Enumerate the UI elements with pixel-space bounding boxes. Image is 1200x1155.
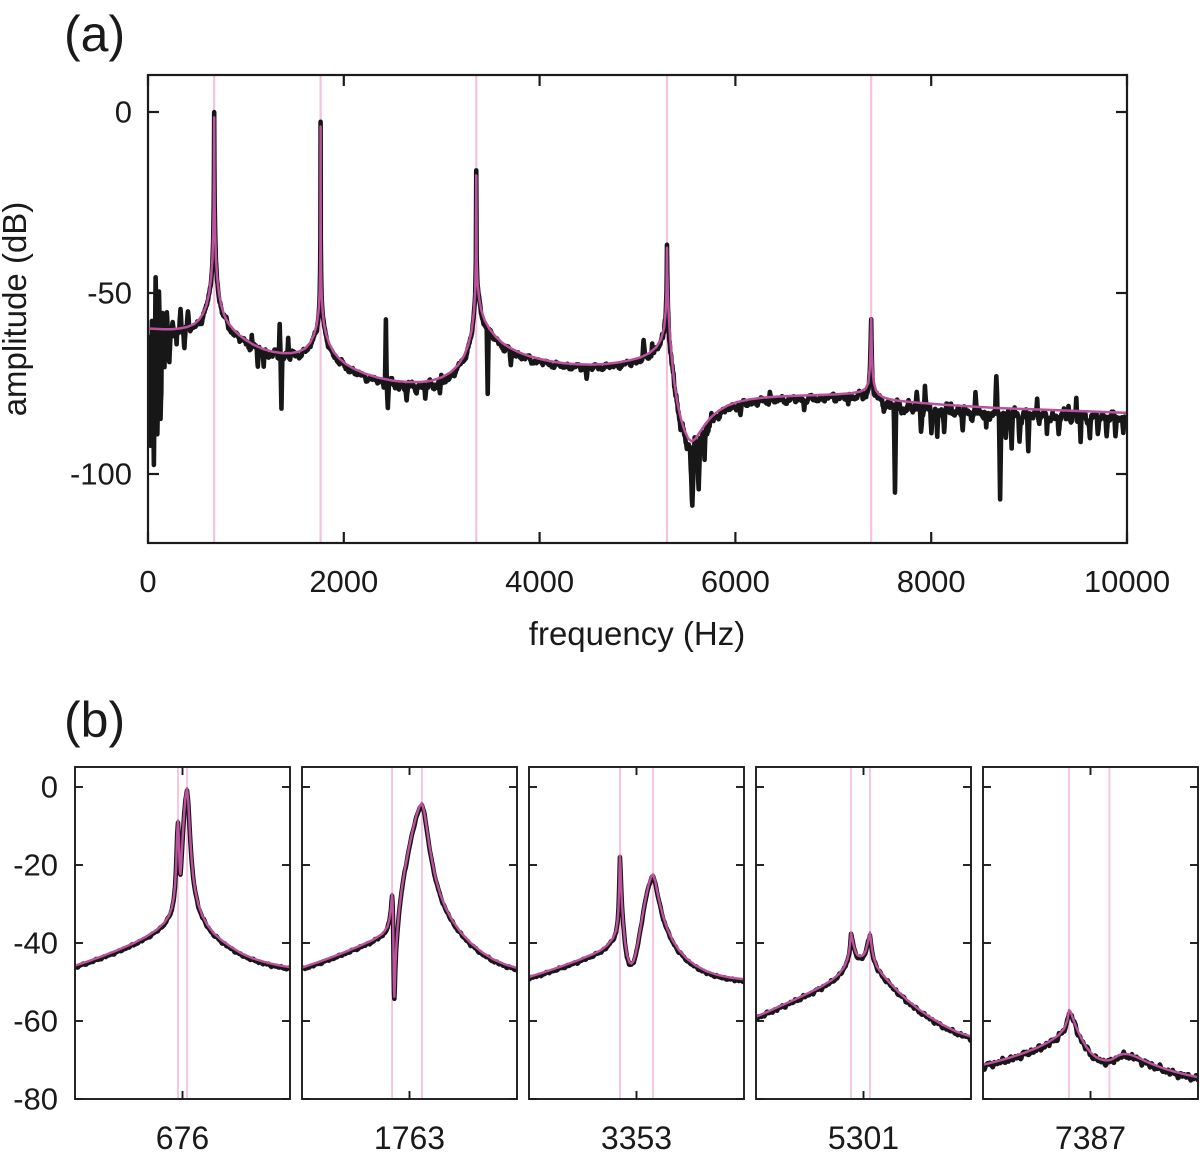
x-tick-label: 2000 — [309, 564, 378, 599]
measured-curve — [302, 802, 517, 1002]
plot-frame — [528, 766, 745, 1100]
subplot-x-label: 5301 — [828, 1120, 899, 1155]
panel-b-subplots: 0 -20 -40 -60 -80 676 1763 3353 5301 7387 — [13, 766, 1199, 1155]
y-tick-label: -60 — [13, 1004, 58, 1039]
measured-curve — [756, 931, 971, 1043]
x-tick-label: 4000 — [505, 564, 574, 599]
fit-curve — [529, 854, 744, 981]
panel-a: (a) amplitude (dB) frequency (Hz) 0 2000 4… — [0, 6, 1170, 652]
panel-a-x-axis-title: frequency (Hz) — [529, 615, 745, 652]
y-tick-label: -40 — [13, 926, 58, 961]
subplot-x-label: 7387 — [1055, 1120, 1126, 1155]
x-tick-label: 10000 — [1084, 564, 1170, 599]
panel-a-y-axis-title: amplitude (dB) — [0, 202, 33, 417]
y-tick-label: -80 — [13, 1082, 58, 1117]
measured-curve — [983, 1011, 1198, 1083]
subplot-x-label: 1763 — [374, 1120, 445, 1155]
fit-curve — [983, 1008, 1198, 1079]
fit-curve — [302, 801, 517, 999]
panel-b: (b) 0 -20 -40 -60 -80 676 1763 3353 5301 7387 — [13, 692, 1199, 1155]
y-tick-label: -20 — [13, 848, 58, 883]
subplot-x-label: 3353 — [601, 1120, 672, 1155]
x-tick-label: 8000 — [897, 564, 966, 599]
x-tick-label: 6000 — [701, 564, 770, 599]
panel-b-label: (b) — [64, 692, 125, 748]
y-tick-label: -100 — [70, 457, 132, 492]
subplot-x-label: 676 — [156, 1120, 209, 1155]
plot-frame — [755, 766, 972, 1100]
plot-frame — [301, 766, 518, 1100]
fit-curve — [75, 786, 290, 969]
fit-curve — [148, 116, 1127, 443]
subplot-1763: 1763 — [301, 766, 518, 1155]
panel-a-ticks — [146, 75, 1129, 543]
panel-a-label: (a) — [64, 6, 125, 62]
panel-a-tick-labels: 0 2000 4000 6000 8000 10000 0 -50 -100 — [70, 95, 1170, 600]
fit-curve — [756, 931, 971, 1038]
y-tick-label: -50 — [87, 276, 132, 311]
subplot-5301: 5301 — [755, 766, 972, 1155]
panel-a-frame — [146, 73, 1129, 545]
measured-curve — [148, 109, 1127, 508]
x-tick-label: 0 — [139, 564, 156, 599]
subplot-7387: 7387 — [982, 766, 1199, 1155]
subplot-3353: 3353 — [528, 766, 745, 1155]
plot-frame — [146, 73, 1129, 545]
measured-curve — [75, 788, 290, 972]
y-tick-label: 0 — [115, 95, 132, 130]
measured-curve — [529, 854, 744, 984]
panel-a-resonance-lines — [213, 75, 873, 543]
y-tick-label: 0 — [41, 770, 58, 805]
panel-a-curves — [148, 109, 1127, 508]
subplot-676: 0 -20 -40 -60 -80 676 — [13, 766, 291, 1155]
